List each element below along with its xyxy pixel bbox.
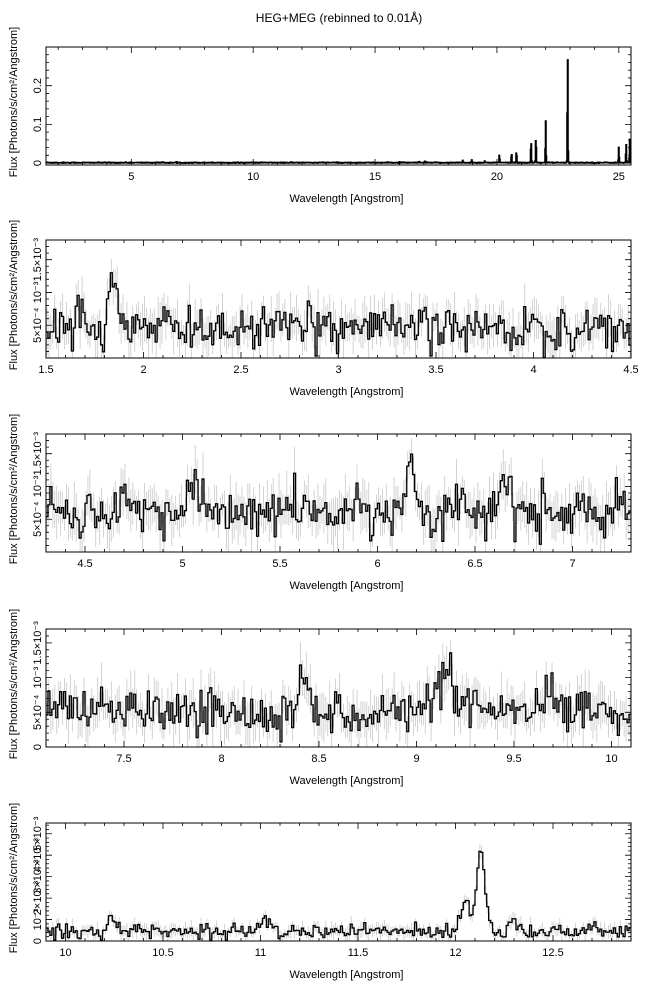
x-tick-label: 8.5: [311, 753, 326, 765]
x-tick-label: 5: [179, 558, 185, 570]
x-tick-label: 10.5: [152, 947, 173, 959]
y-tick-label: 5×10⁻⁴: [32, 501, 44, 537]
y-axis-label: Flux [Photons/s/cm²/Angstrom]: [8, 803, 20, 953]
y-tick-label: 3×10⁻³: [32, 859, 44, 894]
y-tick-label: 1.5×10⁻³: [32, 432, 44, 476]
y-axis-label: Flux [Photons/s/cm²/Angstrom]: [8, 220, 20, 370]
y-tick-label: 0: [32, 744, 44, 750]
x-tick-label: 4.5: [623, 364, 638, 376]
x-tick-label: 6: [374, 558, 380, 570]
y-tick-label: 0.1: [32, 117, 44, 132]
x-tick-label: 9: [413, 753, 419, 765]
spectrum-panel-5: 10 10.5 11 11.5 12 12.5 0 10⁻³2×10⁻³3×10⁻³4×10⁻…: [8, 803, 632, 981]
y-tick-label: 10⁻³: [32, 666, 44, 688]
plot-frame: [45, 822, 632, 942]
spectrum-panel-4: 7.5 8 8.5 9 9.5 10 0 5×10⁻⁴ 10⁻³1.5×10⁻³ Waveleng…: [8, 609, 632, 787]
x-tick-label: 10: [247, 171, 259, 183]
x-tick-label: 15: [369, 171, 381, 183]
y-tick-label: 10⁻³: [32, 281, 44, 303]
spectrum-line: [46, 652, 631, 743]
spectrum-panel-3: 4.5 5 5.5 6 6.5 7 5×10⁻⁴ 10⁻³1.5×10⁻³ Wavelength…: [8, 414, 632, 592]
y-tick-label: 0.2: [32, 78, 44, 93]
x-tick-label: 9.5: [506, 753, 521, 765]
x-axis-label: Wavelength [Angstrom]: [290, 193, 404, 205]
y-axis-label: Flux [Photons/s/cm²/Angstrom]: [8, 27, 20, 177]
axis-ticks: [45, 239, 632, 359]
y-tick-label: 1.5×10⁻³: [32, 238, 44, 282]
axis-ticks: [46, 46, 631, 165]
x-tick-label: 5.5: [272, 558, 287, 570]
y-tick-label: 4×10⁻³: [32, 838, 44, 873]
x-tick-label: 5: [128, 171, 134, 183]
plot-frame: [45, 628, 632, 748]
x-tick-label: 12: [449, 947, 461, 959]
y-axis-label: Flux [Photons/s/cm²/Angstrom]: [8, 609, 20, 759]
spectrum-panel-2: 1.5 2 2.5 3 3.5 4 4.5 5×10⁻⁴ 10⁻³1.5×10⁻³ Wavelen…: [8, 220, 639, 398]
axis-ticks: [45, 628, 632, 748]
axis-ticks: [45, 823, 632, 942]
y-tick-label: 5×10⁻³: [32, 816, 44, 851]
spectrum-panel-1: 5 10 15 20 25 0 0.1 0.2 Wavelength [Angstrom] Flu…: [8, 27, 632, 205]
x-tick-label: 20: [491, 171, 503, 183]
spectrum-line: [46, 850, 631, 941]
spectrum-line: [46, 59, 631, 165]
x-tick-label: 4: [530, 364, 536, 376]
x-axis-label: Wavelength [Angstrom]: [290, 969, 404, 981]
x-tick-label: 4.5: [77, 558, 92, 570]
x-tick-label: 7.5: [116, 753, 131, 765]
x-axis-label: Wavelength [Angstrom]: [290, 580, 404, 592]
y-tick-label: 5×10⁻⁴: [32, 307, 44, 343]
spectrum-line: [46, 272, 631, 358]
x-tick-label: 2.5: [233, 364, 248, 376]
x-tick-label: 6.5: [467, 558, 482, 570]
x-tick-label: 11: [255, 947, 266, 959]
y-tick-label: 1.5×10⁻³: [32, 621, 44, 665]
x-tick-label: 3: [335, 364, 341, 376]
axis-ticks: [45, 433, 632, 553]
chart-title: HEG+MEG (rebinned to 0.01Å): [256, 10, 422, 25]
x-tick-label: 3.5: [428, 364, 443, 376]
x-tick-label: 8: [218, 753, 224, 765]
y-axis-label: Flux [Photons/s/cm²/Angstrom]: [8, 414, 20, 564]
y-tick-label: 2×10⁻³: [32, 881, 44, 916]
y-tick-label: 5×10⁻⁴: [32, 694, 44, 730]
x-axis-label: Wavelength [Angstrom]: [290, 775, 404, 787]
x-tick-label: 10: [59, 947, 71, 959]
x-tick-label: 12.5: [542, 947, 563, 959]
spectrum-line: [46, 453, 631, 545]
x-tick-label: 11.5: [348, 947, 369, 959]
x-tick-label: 7: [569, 558, 575, 570]
y-tick-label: 10⁻³: [32, 475, 44, 497]
y-tick-label: 0: [32, 938, 44, 944]
x-tick-label: 25: [613, 171, 625, 183]
y-tick-label: 10⁻³: [32, 908, 44, 930]
x-axis-label: Wavelength [Angstrom]: [290, 386, 404, 398]
plot-frame: [45, 46, 632, 166]
x-tick-label: 10: [605, 753, 617, 765]
y-tick-label: 0: [32, 160, 44, 166]
x-tick-label: 2: [140, 364, 146, 376]
x-tick-label: 1.5: [38, 364, 53, 376]
